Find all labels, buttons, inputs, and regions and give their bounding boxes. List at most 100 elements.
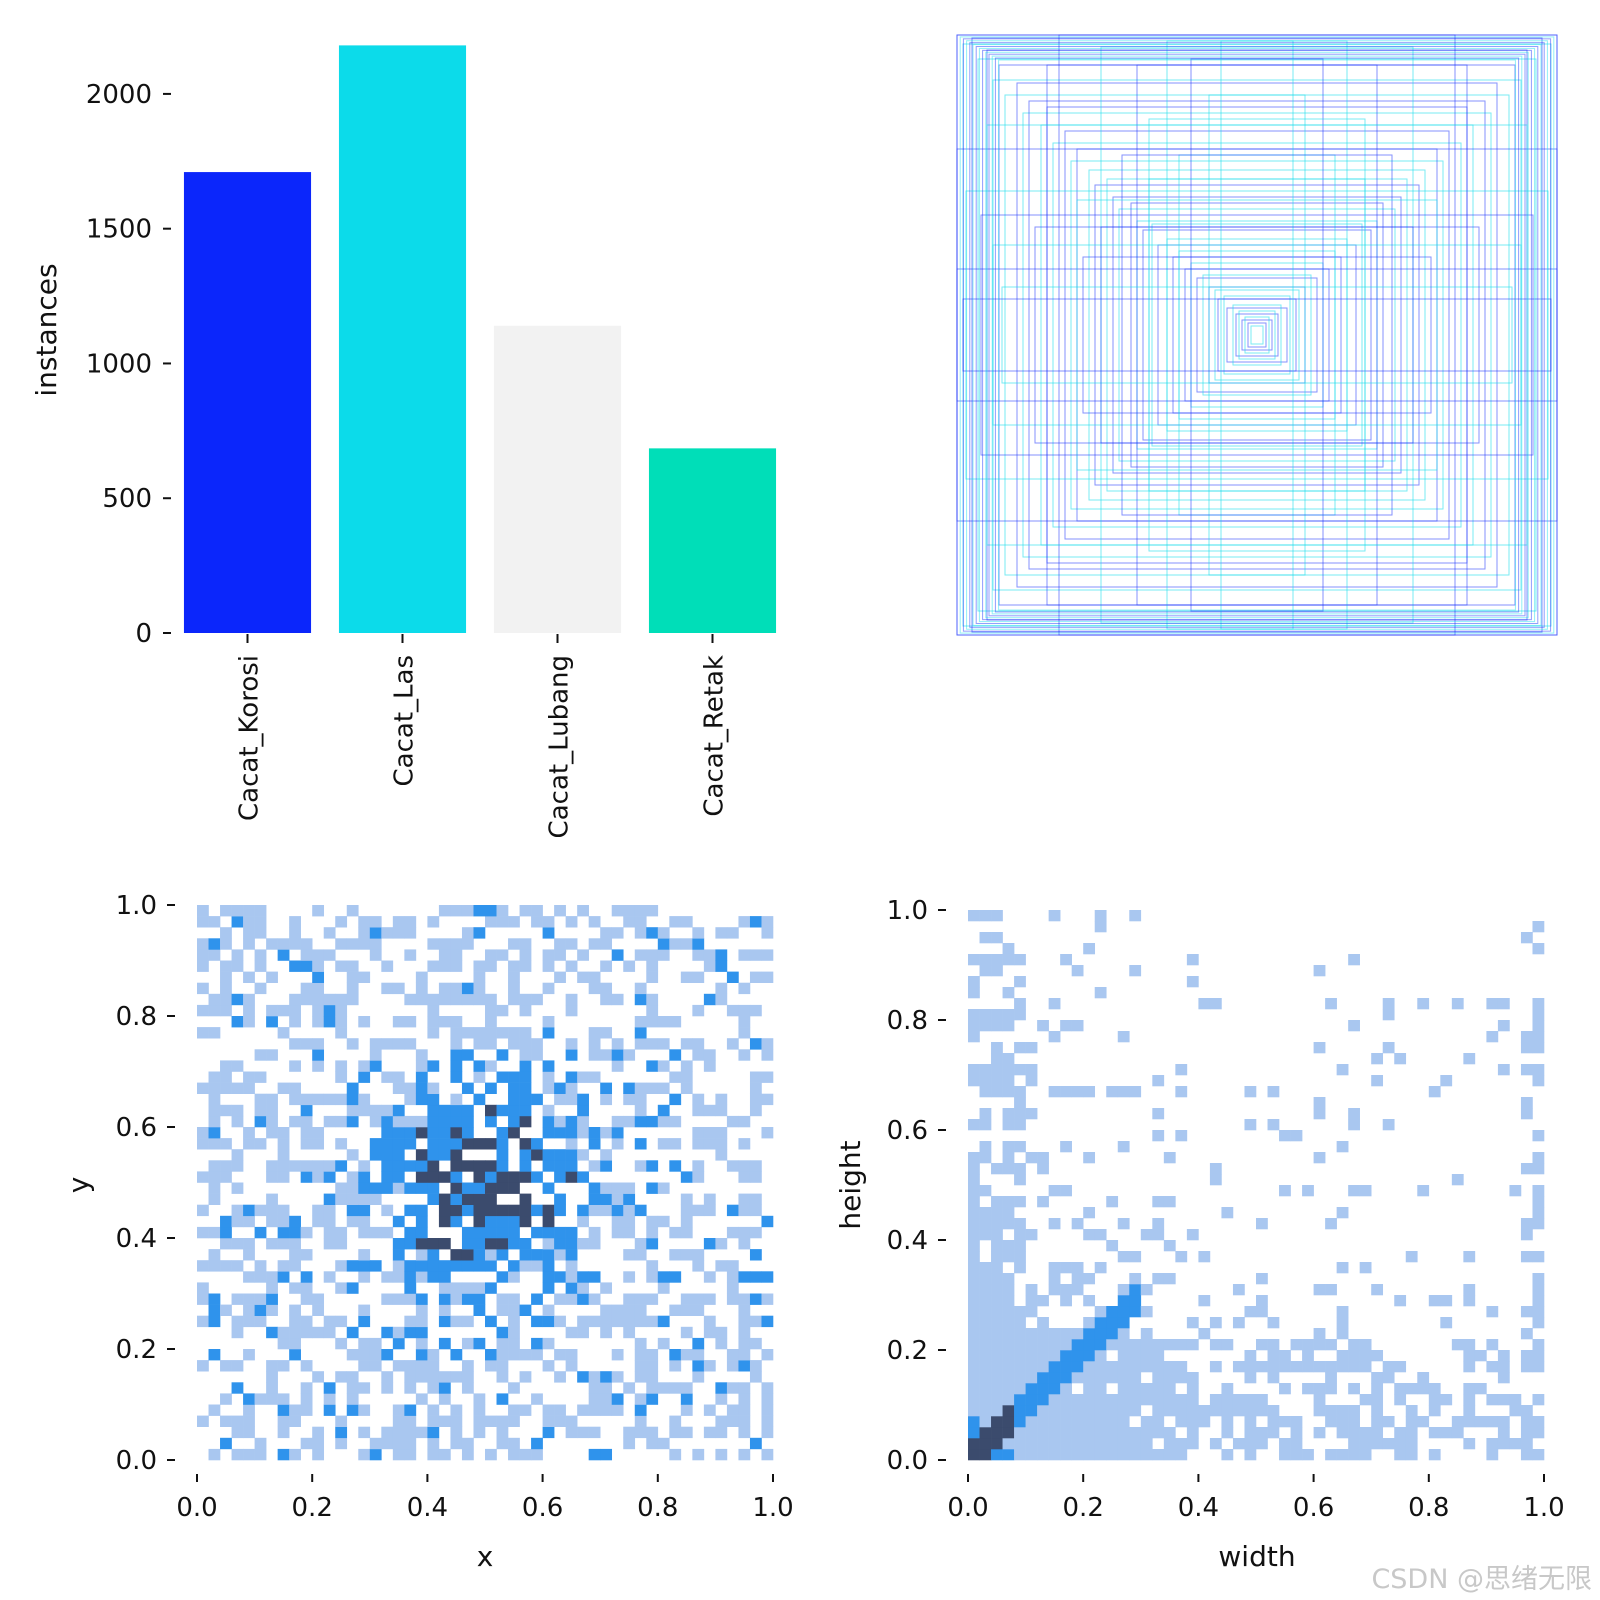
xy-hist-cell (496, 1182, 509, 1194)
box-outline (1028, 100, 1486, 570)
xy-hist-cell (761, 949, 774, 961)
xy-hist-cell (266, 1093, 278, 1106)
xy-hist-cell (588, 1193, 601, 1205)
wh-y-axis-label: height (834, 1140, 867, 1229)
wh-hist-cell (979, 1009, 992, 1021)
wh-hist-cell (1094, 1317, 1107, 1329)
xy-hist-cell (761, 1426, 774, 1439)
xy-hist-cell (438, 1393, 451, 1405)
wh-hist-cell (968, 1174, 980, 1186)
xy-hist-cell (531, 905, 543, 917)
xy-hist-cell (208, 1027, 221, 1039)
wh-hist-cell (1048, 1427, 1061, 1439)
xy-hist-cell (208, 1349, 221, 1361)
wh-hist-cell (1509, 1394, 1522, 1406)
wh-hist-cell (1371, 1350, 1384, 1362)
wh-hist-cell (1129, 1251, 1142, 1263)
xy-hist-cell (266, 1371, 278, 1383)
xy-hist-cell (277, 949, 290, 961)
xy-hist-cell (634, 1393, 647, 1405)
xy-hist-cell (427, 1082, 440, 1094)
xy-hist-cell (715, 1382, 728, 1394)
wh-hist-cell (1163, 1394, 1176, 1406)
xy-hist-cell (231, 1016, 244, 1028)
xy-hist-cell (508, 1315, 520, 1328)
xy-hist-cell (197, 1171, 209, 1183)
xy-hist-cell (220, 1104, 232, 1117)
wh-hist-cell (1071, 1416, 1084, 1428)
xy-hist-cell (473, 971, 486, 983)
wh-hist-cell (991, 932, 1003, 944)
xy-hist-cell (496, 1049, 509, 1061)
xy-hist-cell (726, 1115, 739, 1128)
xy-hist-cell (450, 1404, 463, 1416)
xy-hist-cell (485, 1415, 497, 1427)
wh-hist-cell (1129, 1438, 1142, 1450)
wh-hist-cell (1129, 1383, 1142, 1395)
xy-hist-cell (231, 993, 244, 1006)
wh-hist-cell (1094, 921, 1107, 933)
box-outline (998, 59, 1516, 611)
xy-hist-cell (531, 1171, 543, 1183)
wh-hist-cell (1106, 1372, 1119, 1384)
xy-hist-cell (392, 1138, 405, 1150)
xy-hist-cell (669, 1016, 682, 1028)
xy-hist-cell (726, 1004, 739, 1017)
wh-hist-cell (1244, 1416, 1257, 1428)
xy-hist-cell (542, 1315, 555, 1328)
wh-hist-cell (1371, 1075, 1384, 1087)
xy-hist-cell (646, 960, 659, 972)
bar-y-tick-label: 2000 (86, 80, 152, 110)
xy-hist-cell (542, 1104, 555, 1117)
wh-hist-cell (1256, 1339, 1268, 1351)
wh-hist-cell (1048, 998, 1061, 1010)
xy-hist-cell (358, 1304, 371, 1316)
xy-hist-cell (496, 1349, 509, 1361)
xy-hist-cell (404, 949, 417, 961)
xy-hist-cell (300, 1293, 313, 1305)
xy-hist-cell (404, 1382, 417, 1394)
xy-hist-cell (289, 1082, 301, 1094)
wh-hist-cell (1094, 1328, 1107, 1340)
box-outline (956, 268, 1558, 402)
xy-y-tick-label: 0.8 (116, 1002, 157, 1032)
xy-hist-cell (508, 1349, 520, 1361)
xy-hist-cell (726, 971, 739, 983)
xy-hist-cell (220, 938, 232, 950)
xy-hist-cell (289, 1282, 301, 1294)
wh-y-tick-label: 0.2 (887, 1336, 928, 1366)
xy-hist-cell (427, 1016, 440, 1028)
xy-hist-cell (450, 1215, 463, 1228)
wh-hist-cell (968, 1163, 980, 1175)
box-outline (1250, 325, 1264, 345)
xy-hist-cell (220, 1360, 232, 1372)
xy-hist-cell (369, 916, 382, 928)
wh-hist-cell (1071, 1427, 1084, 1439)
wh-hist-cell (1486, 998, 1499, 1010)
wh-y-tick-label: 1.0 (887, 896, 928, 926)
xy-hist-cell (577, 1104, 589, 1117)
xy-hist-cell (461, 1293, 474, 1305)
xy-hist-cell (300, 960, 313, 972)
wh-hist-cell (1359, 1262, 1372, 1274)
wh-hist-cell (1290, 1427, 1303, 1439)
xy-hist-cell (427, 993, 440, 1006)
xy-hist-cell (646, 1371, 659, 1383)
xy-hist-cell (381, 1127, 394, 1139)
xy-hist-cell (208, 949, 221, 961)
box-outline (1202, 274, 1312, 396)
box-outline (992, 244, 1522, 426)
xy-hist-cell (404, 1293, 417, 1305)
wh-hist-cell (1152, 1075, 1165, 1087)
wh-hist-cell (1152, 1427, 1165, 1439)
xy-hist-cell (542, 1271, 555, 1283)
xy-hist-cell (646, 905, 659, 917)
xy-hist-cell (300, 1171, 313, 1183)
xy-hist-cell (415, 1315, 428, 1328)
xy-hist-cell (450, 1415, 463, 1427)
wh-hist-cell (1002, 1075, 1015, 1087)
wh-hist-cell (1014, 1394, 1026, 1406)
xy-hist-cell (761, 1215, 774, 1228)
xy-hist-cell (461, 1238, 474, 1250)
xy-hist-cell (277, 1426, 290, 1439)
